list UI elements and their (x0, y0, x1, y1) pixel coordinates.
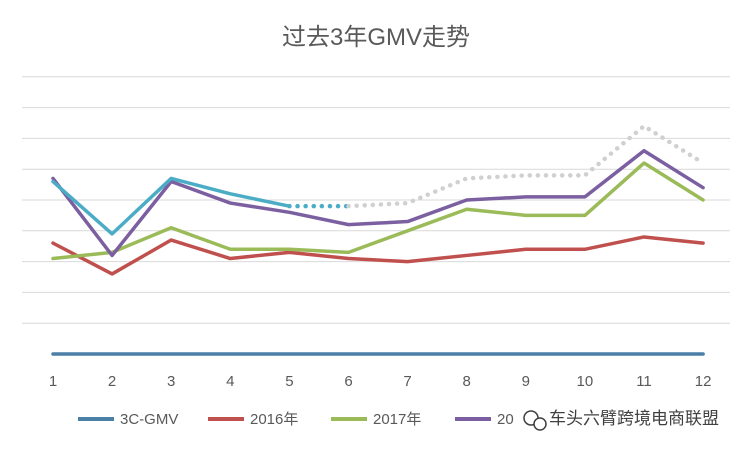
series-line-3 (51, 148, 705, 258)
x-axis-ticks: 1 2 3 4 5 6 7 8 9 10 11 12 (49, 373, 712, 390)
x-tick-label: 5 (285, 373, 293, 390)
series-line-4 (51, 176, 292, 236)
legend: 3C-GMV 2016年 2017年 20 (78, 411, 514, 428)
x-tick-label: 11 (636, 373, 652, 390)
gridlines (22, 76, 730, 324)
x-tick-label: 12 (695, 373, 712, 390)
series-group (51, 123, 706, 356)
x-tick-label: 2 (108, 373, 116, 390)
legend-label: 3C-GMV (120, 411, 178, 428)
series-line-2 (51, 161, 705, 261)
x-tick-label: 9 (522, 373, 530, 390)
legend-item: 3C-GMV (78, 411, 178, 428)
legend-label: 20 (497, 411, 514, 428)
series-line-1 (51, 235, 705, 276)
x-tick-label: 3 (167, 373, 175, 390)
legend-item: 20 (455, 411, 514, 428)
legend-label: 2016年 (250, 411, 298, 428)
chart-title: 过去3年GMV走势 (282, 24, 470, 51)
legend-item: 2017年 (331, 411, 421, 428)
x-tick-label: 1 (49, 373, 57, 390)
x-tick-label: 4 (226, 373, 234, 390)
wechat-icon (523, 410, 547, 431)
x-tick-label: 8 (463, 373, 471, 390)
legend-label: 2017年 (373, 411, 421, 428)
x-tick-label: 6 (344, 373, 352, 390)
x-tick-label: 10 (577, 373, 594, 390)
watermark: 车头六臂跨境电商联盟 (523, 409, 719, 431)
x-tick-label: 7 (403, 373, 411, 390)
legend-item: 2016年 (208, 411, 298, 428)
watermark-text: 车头六臂跨境电商联盟 (549, 409, 719, 428)
